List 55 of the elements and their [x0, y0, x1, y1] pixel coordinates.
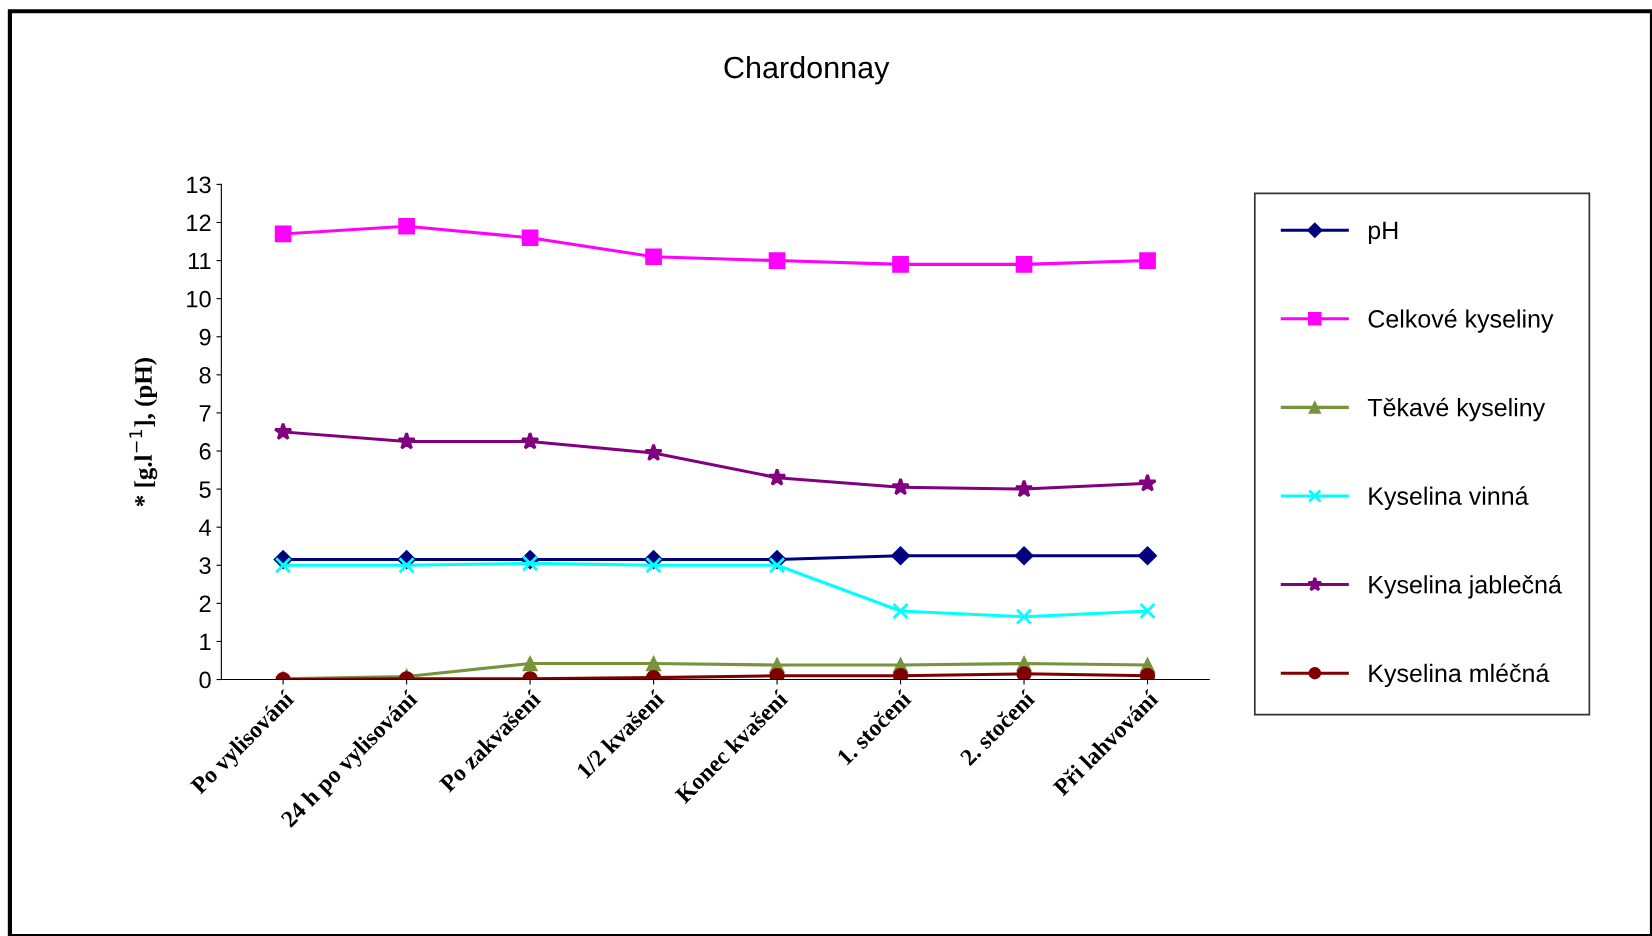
point — [892, 256, 909, 273]
point — [398, 556, 415, 574]
y-tick-label: 7 — [199, 405, 211, 422]
y-tick-label: 10 — [187, 290, 211, 308]
point — [1139, 668, 1156, 680]
y-tick-label: 0 — [199, 671, 211, 689]
y-tick-label: 6 — [199, 443, 211, 460]
point — [767, 467, 787, 486]
legend-label: Kyselina vinná — [1369, 486, 1529, 510]
point — [644, 443, 663, 462]
point — [891, 546, 911, 566]
legend-label: Kyselina mléčná — [1369, 663, 1550, 688]
y-tick-label: 8 — [199, 366, 211, 384]
point — [398, 217, 415, 235]
point — [397, 431, 416, 450]
point — [645, 248, 662, 266]
point — [1137, 546, 1158, 566]
point — [1139, 252, 1156, 269]
point — [645, 556, 662, 574]
y-tick-label: 1 — [200, 633, 211, 650]
point — [1138, 473, 1157, 492]
point — [1016, 666, 1032, 680]
point — [1014, 479, 1034, 498]
y-tick-label: 12 — [187, 214, 211, 232]
legend-label: pH — [1368, 221, 1398, 245]
y-tick-label: 2 — [199, 595, 211, 612]
y-tick-label: 5 — [199, 481, 211, 498]
y-tick-label: 3 — [199, 557, 211, 575]
point — [892, 668, 909, 680]
legend-label: Těkavé kyseliny — [1367, 397, 1546, 422]
point — [1014, 546, 1034, 566]
point — [274, 556, 292, 574]
point — [892, 602, 909, 620]
point — [769, 668, 785, 680]
y-axis-title: * [g.l$^{−1}$], (pH) — [129, 358, 158, 507]
chart-title: Chardonnay — [724, 55, 890, 85]
y-tick-label: 13 — [187, 176, 211, 194]
point — [1015, 608, 1033, 626]
legend-label: Kyselina jablečná — [1369, 574, 1562, 599]
point — [768, 252, 786, 269]
point — [522, 655, 538, 672]
point — [520, 431, 540, 450]
y-tick-label: 4 — [199, 519, 211, 536]
y-tick-label: 11 — [188, 252, 211, 270]
point — [274, 225, 292, 243]
point — [768, 556, 786, 574]
y-tick-label: 9 — [199, 328, 211, 346]
point — [521, 229, 539, 247]
legend-label: Celkové kyseliny — [1368, 309, 1554, 333]
point — [1139, 602, 1156, 620]
point — [273, 422, 293, 441]
point — [891, 477, 910, 496]
point — [645, 655, 662, 672]
point — [1015, 256, 1033, 273]
point — [521, 555, 539, 572]
